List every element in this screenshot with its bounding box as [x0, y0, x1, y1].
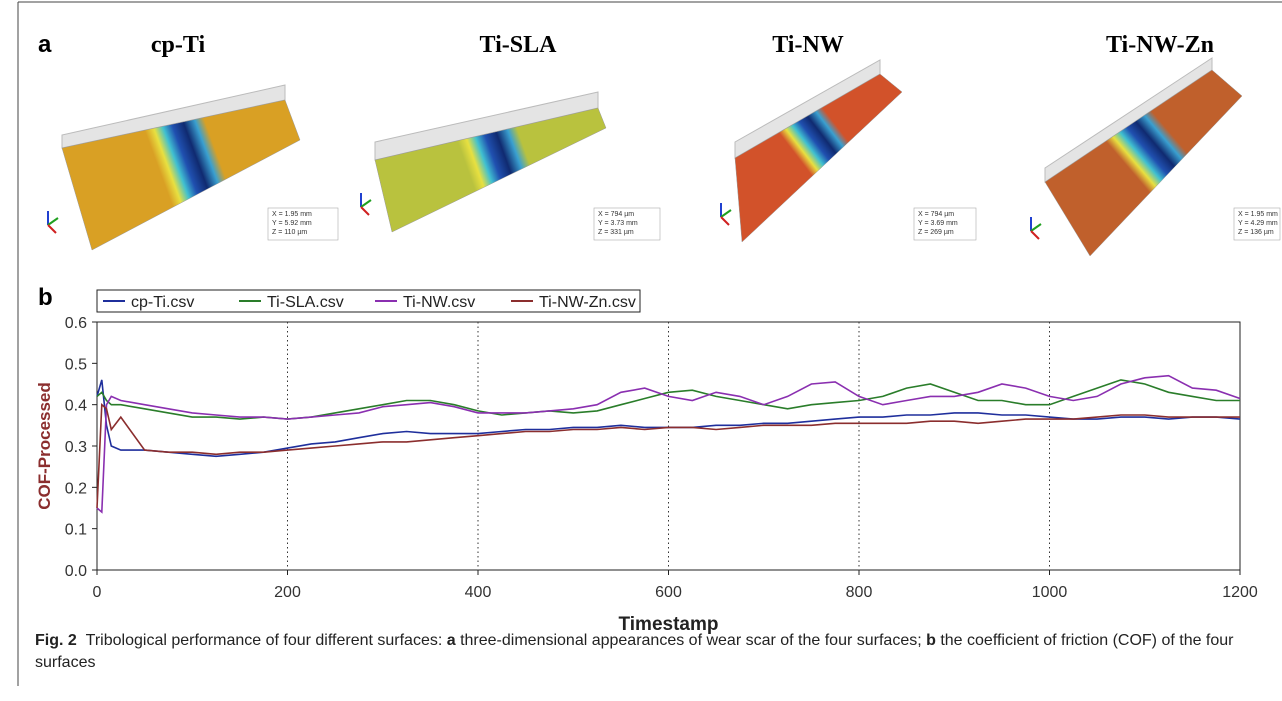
info-text: X = 794 µm: [918, 211, 954, 218]
info-text: Z = 331 µm: [598, 229, 634, 236]
y-tick-label: 0.2: [65, 480, 87, 497]
caption-label: Fig. 2: [35, 632, 77, 649]
panel-title: Ti-SLA: [480, 32, 558, 58]
series-line: [96, 374, 1241, 514]
info-box: [593, 207, 661, 241]
x-tick-label: 200: [274, 584, 301, 601]
axis-triad: [720, 216, 730, 226]
y-tick-label: 0.3: [65, 439, 87, 456]
y-tick-label: 0.1: [65, 522, 87, 539]
caption-text: three-dimensional appearances of wear sc…: [455, 632, 927, 649]
series-line: [96, 403, 1240, 509]
panel-title: Ti-NW-Zn: [1106, 32, 1214, 58]
info-text: Z = 269 µm: [918, 229, 954, 236]
axis-triad: [47, 217, 59, 226]
info-text: Z = 136 µm: [1238, 229, 1274, 236]
axis-triad: [720, 209, 732, 218]
caption-text: a: [446, 632, 456, 649]
surface-scan: [734, 73, 903, 243]
caption-text: Tribological performance of four differe…: [85, 632, 447, 649]
info-box: [1233, 207, 1281, 241]
info-text: Z = 110 µm: [272, 229, 307, 236]
axis-triad: [1030, 223, 1042, 232]
caption: Fig. 2 Tribological performance of four …: [35, 630, 1255, 674]
legend-label: Ti-SLA.csv: [267, 294, 344, 311]
figure-border: [17, 1, 1282, 686]
surface-scan: [61, 99, 301, 251]
info-text: Y = 3.69 mm: [918, 220, 958, 227]
legend-label: Ti-NW-Zn.csv: [539, 294, 636, 311]
x-tick-label: 600: [655, 584, 682, 601]
x-tick-label: 1200: [1222, 584, 1258, 601]
x-axis-label: Timestamp: [619, 614, 719, 635]
y-tick-label: 0.0: [65, 563, 87, 580]
caption-text: the coefficient of friction (COF) of the…: [35, 632, 1234, 671]
panel-label: a: [38, 31, 52, 58]
y-axis-label: COF-Processed: [35, 382, 54, 510]
axis-triad: [1030, 230, 1040, 240]
axis-triad: [360, 199, 372, 208]
series-line: [96, 379, 1241, 458]
info-text: X = 794 µm: [598, 211, 634, 218]
panel-title: cp-Ti: [151, 32, 206, 58]
x-tick-label: 1000: [1032, 584, 1068, 601]
surface-scan: [374, 107, 607, 233]
legend-label: Ti-NW.csv: [403, 294, 475, 311]
surface-scan: [1044, 69, 1243, 257]
info-text: Y = 3.73 mm: [598, 220, 638, 227]
legend-box: [96, 289, 641, 313]
x-tick-label: 800: [846, 584, 873, 601]
info-text: X = 1.95 mm: [1238, 211, 1278, 218]
panel-label: b: [38, 284, 53, 311]
panel-title: Ti-NW: [772, 32, 844, 58]
y-tick-label: 0.4: [65, 398, 87, 415]
info-text: X = 1.95 mm: [272, 211, 312, 218]
info-text: Y = 4.29 mm: [1238, 220, 1278, 227]
caption-text: b: [926, 632, 936, 649]
info-text: Y = 5.92 mm: [272, 220, 312, 227]
axis-triad: [360, 206, 370, 216]
y-tick-label: 0.5: [65, 356, 87, 373]
axis-triad: [47, 224, 57, 234]
info-box: [267, 207, 339, 241]
x-tick-label: 0: [93, 584, 102, 601]
legend-label: cp-Ti.csv: [131, 294, 194, 311]
series-line: [96, 379, 1240, 420]
y-tick-label: 0.6: [65, 315, 87, 332]
info-box: [913, 207, 977, 241]
x-tick-label: 400: [465, 584, 492, 601]
